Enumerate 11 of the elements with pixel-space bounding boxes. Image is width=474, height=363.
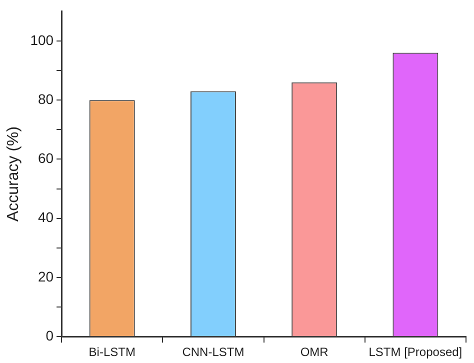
y-tick-label: 100	[30, 32, 54, 48]
y-tick-label: 60	[38, 150, 54, 166]
x-tick-label: OMR	[300, 345, 329, 360]
x-tick-label: LSTM [Proposed]	[368, 345, 462, 360]
y-tick-label: 0	[46, 327, 54, 344]
x-tick-label: Bi-LSTM	[88, 345, 136, 360]
x-tick-label: CNN-LSTM	[182, 345, 244, 360]
y-axis-title: Accuracy (%)	[5, 126, 22, 222]
y-tick-label: 20	[38, 268, 54, 284]
y-tick-label: 80	[38, 90, 54, 107]
y-tick-label: 40	[38, 209, 54, 226]
